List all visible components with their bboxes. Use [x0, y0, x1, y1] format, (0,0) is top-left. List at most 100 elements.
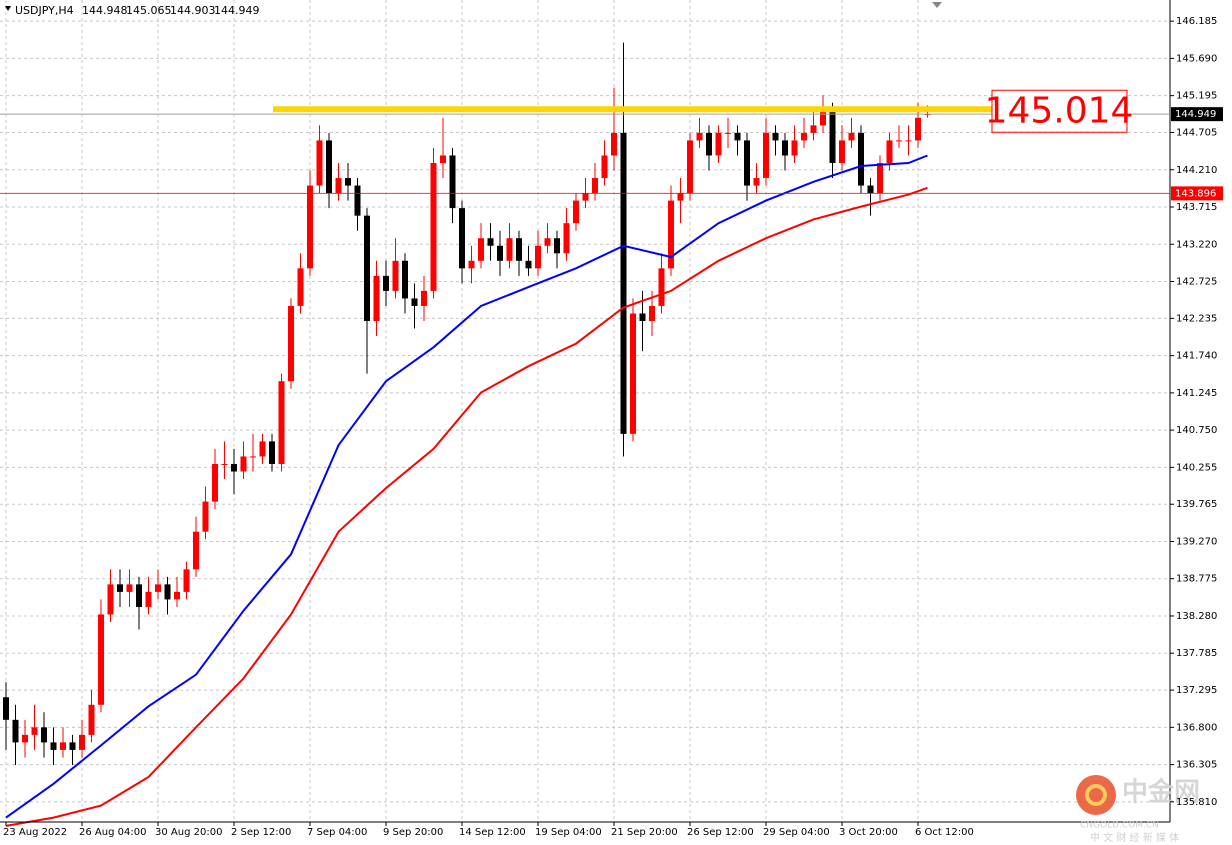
y-tick-label: 146.185: [1176, 16, 1217, 27]
candle-body: [516, 238, 522, 261]
candle-body: [772, 132, 779, 141]
moving-average: [5, 186, 928, 827]
candle-body: [41, 727, 47, 743]
level-tag-bg: [1171, 186, 1223, 201]
candle-body: [782, 140, 788, 156]
watermark: 中金网 CNGOLD.COM.CN 中 文 财 经 新 媒 体: [1076, 775, 1200, 844]
candle-body: [620, 132, 627, 434]
y-tick-label: 138.280: [1176, 611, 1217, 622]
candle-body: [668, 200, 674, 269]
candle-body: [839, 140, 845, 163]
x-tick-label: 23 Aug 2022: [3, 827, 67, 838]
candle-body: [687, 140, 693, 194]
candle-body: [801, 132, 807, 141]
x-tick-label: 3 Oct 20:00: [839, 827, 898, 838]
candle-body: [554, 238, 560, 254]
candle-body: [421, 290, 427, 306]
candle-body: [212, 463, 218, 502]
candle-body: [69, 742, 76, 750]
watermark-logo: [1076, 775, 1116, 815]
candle-body: [753, 178, 760, 186]
y-tick-label: 145.690: [1176, 53, 1217, 64]
candle-body: [373, 275, 380, 322]
symbol-title: USDJPY,H4: [15, 4, 74, 17]
candle-body: [126, 584, 133, 592]
y-tick-label: 141.740: [1176, 351, 1217, 362]
candle-body: [478, 238, 484, 261]
candle-body: [221, 463, 228, 465]
candle-body: [810, 125, 817, 133]
candle-body: [592, 178, 598, 194]
y-tick-label: 135.810: [1176, 797, 1217, 808]
candle-body: [392, 260, 399, 291]
watermark-url: CNGOLD.COM.CN: [1080, 821, 1159, 831]
y-tick-label: 138.775: [1176, 574, 1217, 585]
moving-average: [5, 154, 928, 819]
candle-body: [60, 742, 66, 750]
resistance-label-box: [991, 89, 1128, 133]
candle-body: [848, 132, 855, 141]
x-tick-label: 26 Aug 04:00: [79, 827, 146, 838]
candle-body: [696, 132, 703, 141]
candle-body: [136, 584, 142, 607]
candle-body: [3, 697, 9, 720]
candle-body: [50, 742, 57, 750]
candle-body: [506, 238, 513, 261]
candle-body: [744, 140, 750, 186]
header-high: 145.065: [126, 4, 172, 17]
y-tick-label: 140.255: [1176, 462, 1217, 473]
shift-marker[interactable]: [932, 2, 942, 8]
candle-body: [288, 305, 294, 382]
candle-body: [307, 185, 313, 269]
candle-body: [145, 591, 152, 607]
x-tick-label: 26 Sep 12:00: [687, 827, 754, 838]
candle-body: [297, 268, 304, 306]
x-tick-label: 21 Sep 20:00: [611, 827, 678, 838]
candle-body: [22, 734, 28, 743]
candle-body: [877, 162, 883, 194]
candle-body: [79, 734, 85, 750]
candle-body: [915, 117, 921, 141]
candle-body: [715, 132, 722, 156]
candle-body: [905, 140, 912, 142]
x-tick-label: 7 Sep 04:00: [307, 827, 367, 838]
header-close: 144.949: [214, 4, 260, 17]
candle-body: [430, 162, 437, 291]
candle-body: [316, 140, 323, 186]
y-tick-label: 145.195: [1176, 91, 1217, 102]
candle-body: [573, 200, 579, 224]
candle-body: [791, 140, 798, 156]
candle-body: [858, 132, 864, 186]
header-open: 144.948: [82, 4, 128, 17]
candle-body: [354, 185, 361, 216]
candle-body: [886, 140, 893, 163]
menu-arrow[interactable]: [5, 6, 11, 11]
x-tick-label: 30 Aug 20:00: [155, 827, 222, 838]
candle-body: [117, 584, 123, 592]
candle-body: [155, 584, 161, 592]
x-tick-label: 14 Sep 12:00: [459, 827, 526, 838]
candle-body: [544, 238, 551, 246]
candle-body: [335, 178, 342, 194]
candle-body: [202, 501, 209, 532]
bid-tag-bg: [1171, 107, 1223, 122]
y-tick-label: 142.725: [1176, 276, 1217, 287]
candle-body: [231, 463, 237, 472]
y-tick-label: 137.295: [1176, 685, 1217, 696]
candle-body: [763, 132, 769, 179]
candle-body: [535, 245, 541, 269]
x-tick-label: 29 Sep 04:00: [763, 827, 830, 838]
level-tag: 143.896: [1175, 188, 1216, 199]
y-tick-label: 141.245: [1176, 388, 1217, 399]
candle-body: [345, 178, 351, 186]
y-tick-label: 140.750: [1176, 425, 1217, 436]
y-tick-label: 137.785: [1176, 648, 1217, 659]
candle-body: [658, 268, 665, 306]
candle-body: [649, 305, 655, 322]
resistance-label: 145.014: [985, 90, 1134, 131]
y-tick-label: 143.715: [1176, 202, 1217, 213]
candle-body: [706, 132, 712, 156]
y-tick-label: 136.305: [1176, 760, 1217, 771]
